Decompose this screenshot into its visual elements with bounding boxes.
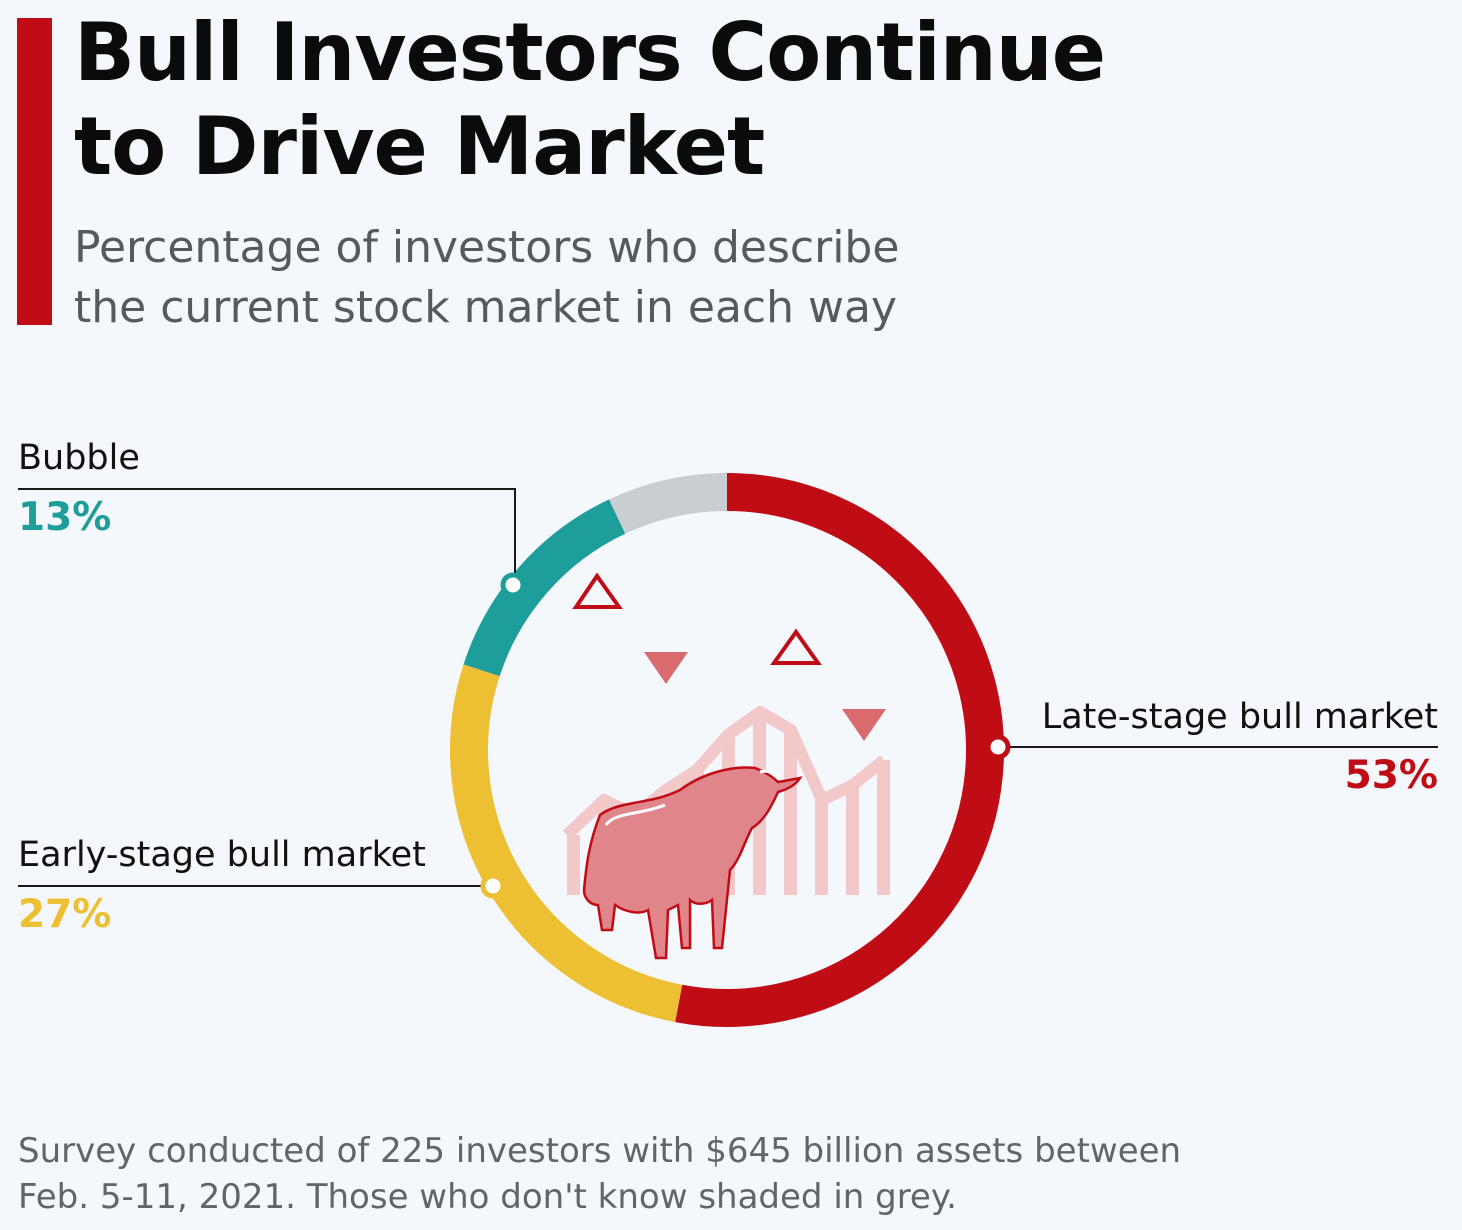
marker-bubble	[500, 572, 526, 598]
footnote: Survey conducted of 225 investors with $…	[18, 1131, 1182, 1217]
value-late-stage: 53%	[1344, 753, 1438, 798]
value-early-stage: 27%	[18, 892, 112, 937]
donut-segment-bubble	[463, 499, 626, 677]
label-bubble: Bubble	[18, 438, 140, 478]
callout-line-bubble	[18, 488, 516, 585]
donut-segment-dont-know	[609, 473, 728, 534]
bull-icon	[562, 572, 890, 960]
label-late-stage: Late-stage bull market	[1041, 697, 1438, 737]
marker-early	[480, 873, 506, 899]
accent-bar	[17, 18, 52, 325]
donut-segment-late-stage-bull-market	[675, 473, 1004, 1027]
donut-segment-early-stage-bull-market	[450, 664, 683, 1023]
marker-late	[985, 734, 1011, 760]
callout-markers	[480, 572, 1011, 899]
label-early-stage: Early-stage bull market	[18, 835, 426, 875]
callout-lines	[18, 488, 1438, 887]
donut-arcs	[450, 473, 1004, 1027]
value-bubble: 13%	[18, 495, 112, 540]
chart-title: Bull Investors Continue to Drive Market	[74, 6, 1106, 193]
chart-subtitle: Percentage of investors who describe the…	[74, 222, 900, 333]
